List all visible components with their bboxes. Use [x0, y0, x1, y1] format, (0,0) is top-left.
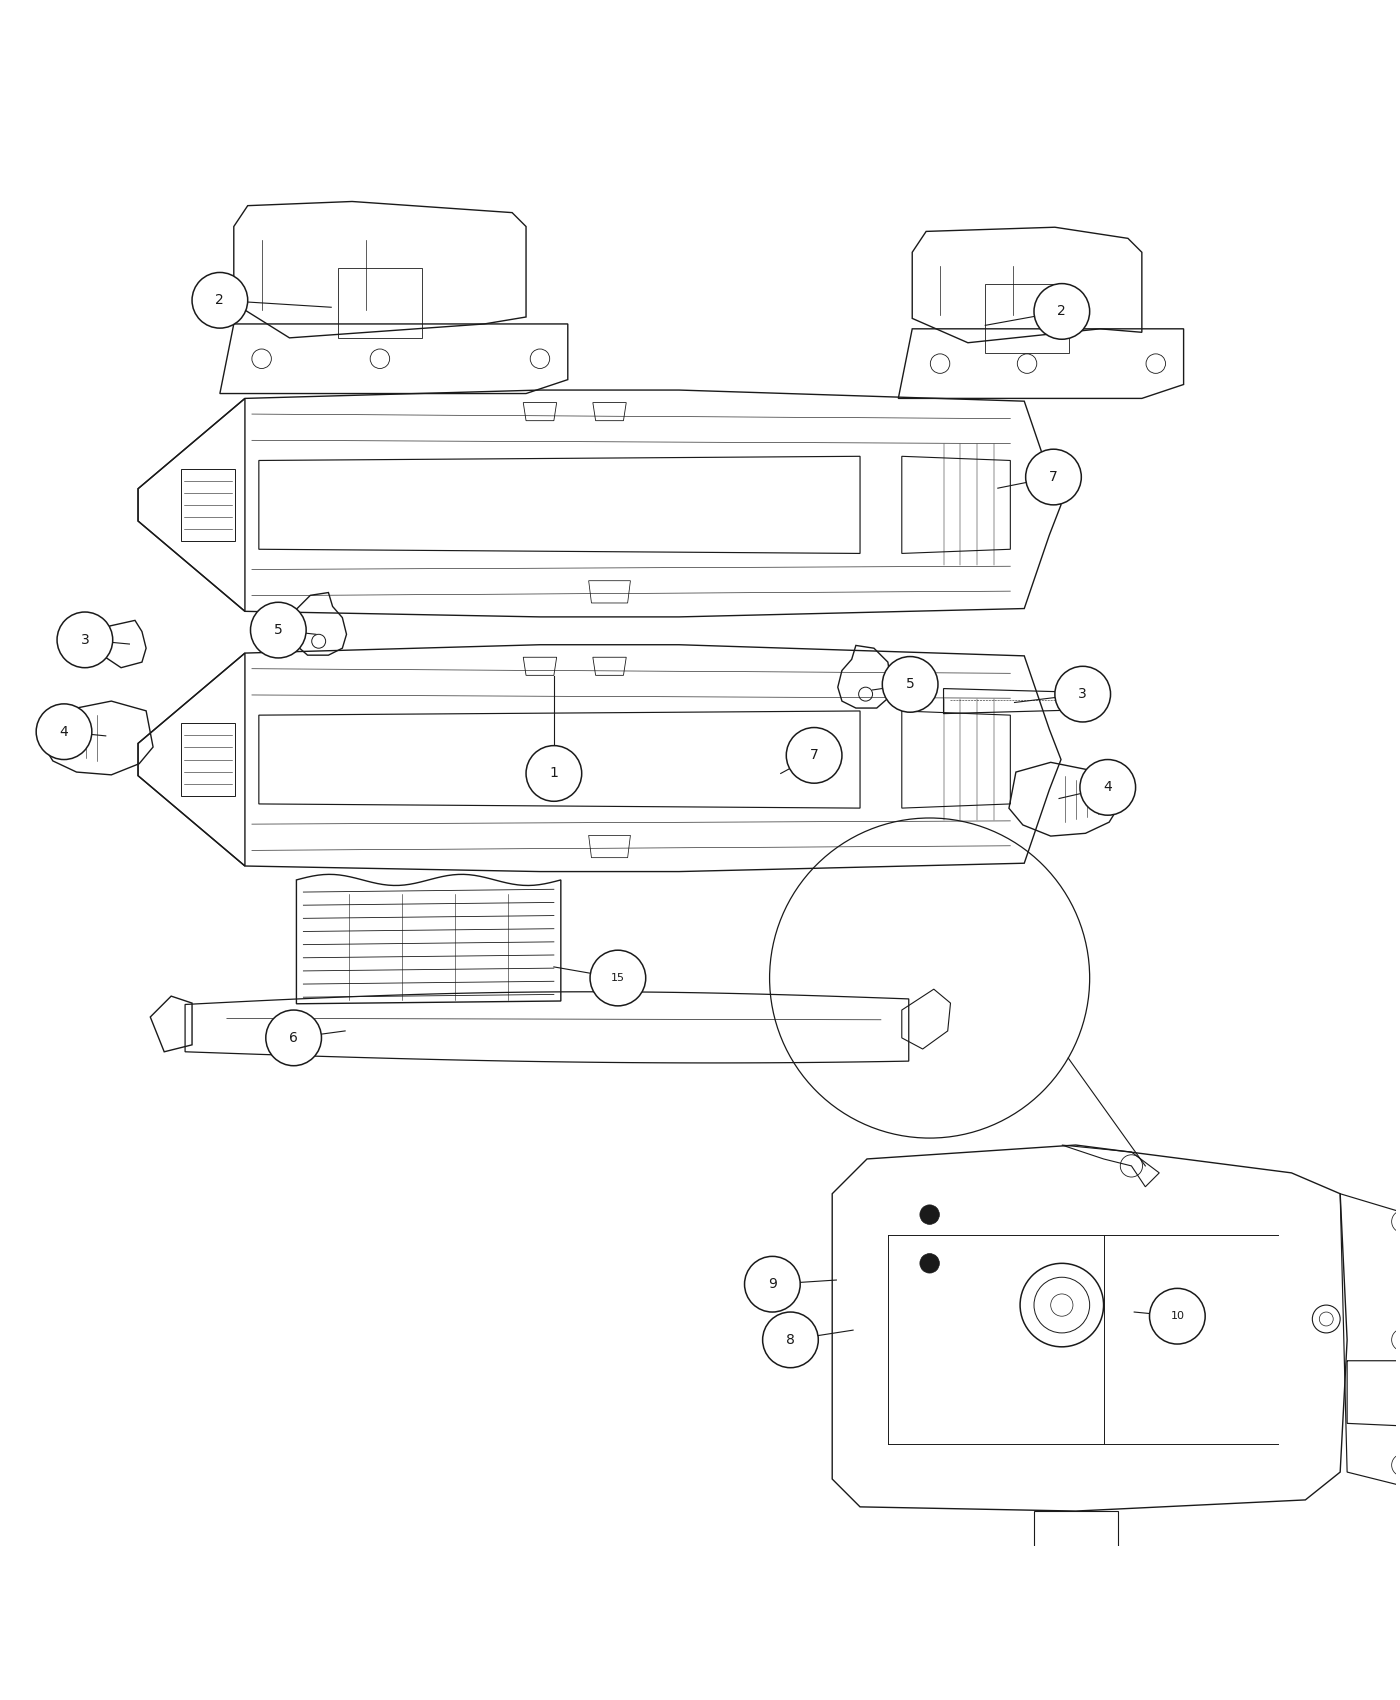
Text: 3: 3 — [81, 632, 90, 648]
Circle shape — [1149, 1289, 1205, 1345]
Circle shape — [36, 704, 92, 760]
Circle shape — [1079, 760, 1135, 816]
Circle shape — [763, 1312, 818, 1369]
Text: 3: 3 — [1078, 687, 1086, 700]
Circle shape — [192, 272, 248, 328]
Text: 7: 7 — [809, 748, 819, 762]
Text: 4: 4 — [60, 724, 69, 740]
Circle shape — [526, 746, 582, 801]
Text: 4: 4 — [1103, 780, 1112, 794]
Circle shape — [882, 656, 938, 712]
Circle shape — [920, 1253, 939, 1273]
Circle shape — [1054, 666, 1110, 722]
Circle shape — [251, 602, 307, 658]
Text: 10: 10 — [1170, 1311, 1184, 1321]
Circle shape — [57, 612, 113, 668]
Text: 5: 5 — [906, 677, 914, 692]
Text: 6: 6 — [290, 1030, 298, 1046]
Circle shape — [589, 950, 645, 1006]
Text: 2: 2 — [1057, 304, 1067, 318]
Text: 1: 1 — [549, 767, 559, 780]
Circle shape — [787, 728, 841, 784]
Circle shape — [920, 1205, 939, 1224]
Circle shape — [1026, 449, 1081, 505]
Text: 7: 7 — [1049, 469, 1058, 484]
Circle shape — [745, 1256, 801, 1312]
Text: 15: 15 — [610, 972, 624, 983]
Circle shape — [266, 1010, 322, 1066]
Text: 5: 5 — [274, 624, 283, 638]
Text: 8: 8 — [785, 1333, 795, 1346]
Text: 2: 2 — [216, 294, 224, 308]
Circle shape — [1035, 284, 1089, 340]
Text: 9: 9 — [769, 1277, 777, 1292]
